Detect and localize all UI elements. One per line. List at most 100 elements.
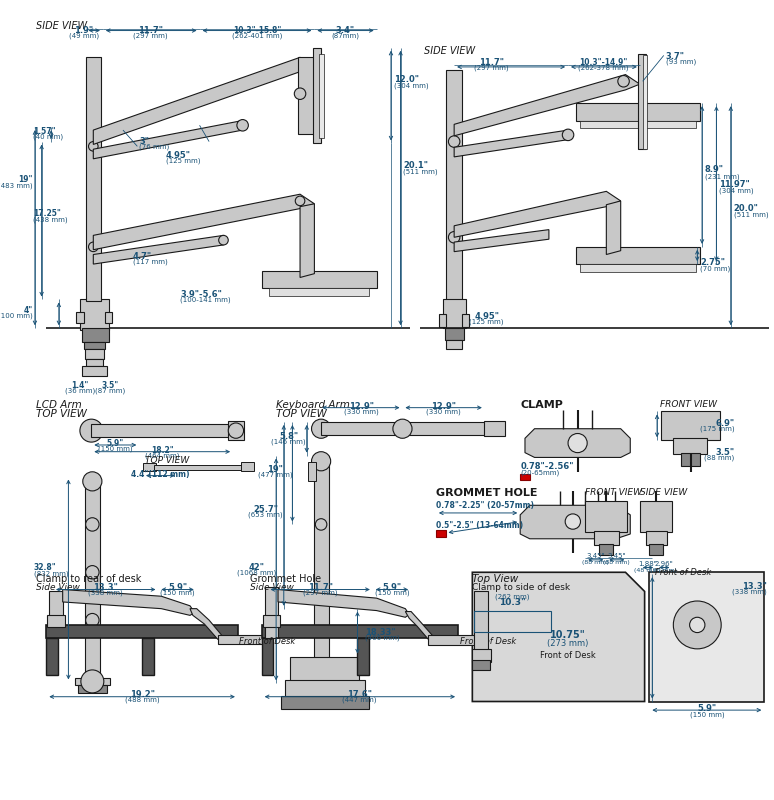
Text: 18.2": 18.2" xyxy=(151,446,173,455)
Text: (88 mm): (88 mm) xyxy=(582,560,609,565)
Bar xyxy=(262,638,273,674)
Text: Front of Desk: Front of Desk xyxy=(239,638,295,646)
Bar xyxy=(262,270,377,288)
Circle shape xyxy=(294,88,306,99)
Text: 1.9": 1.9" xyxy=(74,26,94,34)
Bar xyxy=(402,422,487,435)
Text: 10.3": 10.3" xyxy=(499,598,526,606)
Text: 12.9": 12.9" xyxy=(431,402,456,411)
Bar xyxy=(576,247,700,264)
Bar xyxy=(80,299,108,330)
Bar xyxy=(78,686,107,693)
Text: SIDE VIEW: SIDE VIEW xyxy=(424,46,475,56)
Polygon shape xyxy=(94,194,314,250)
Text: 3.5": 3.5" xyxy=(102,381,119,390)
Text: (87 mm): (87 mm) xyxy=(95,387,125,394)
Text: (150 mm): (150 mm) xyxy=(98,446,132,453)
Bar xyxy=(428,635,476,645)
Text: (1068 mm): (1068 mm) xyxy=(238,570,276,576)
Text: (48 mm): (48 mm) xyxy=(634,567,661,573)
Bar xyxy=(585,502,628,532)
Text: (150 mm): (150 mm) xyxy=(160,590,195,596)
Bar xyxy=(649,572,764,702)
Text: 1.4": 1.4" xyxy=(71,381,88,390)
Text: (653 mm): (653 mm) xyxy=(248,512,283,518)
Text: 13.3": 13.3" xyxy=(742,582,767,591)
Bar xyxy=(290,657,359,683)
Text: (88 mm): (88 mm) xyxy=(604,560,630,565)
Bar xyxy=(228,421,244,440)
Bar xyxy=(358,638,369,674)
Text: TOP VIEW: TOP VIEW xyxy=(276,409,327,418)
Text: 3.4": 3.4" xyxy=(335,26,354,34)
Bar xyxy=(321,422,402,435)
Text: (125 mm): (125 mm) xyxy=(166,158,200,164)
Text: Top View: Top View xyxy=(472,574,519,584)
Text: 12.0": 12.0" xyxy=(394,74,419,83)
Text: (483 mm): (483 mm) xyxy=(0,182,33,190)
Text: (262-401 mm): (262-401 mm) xyxy=(231,33,283,39)
Polygon shape xyxy=(94,121,242,158)
Text: Side View: Side View xyxy=(36,583,80,592)
Bar xyxy=(439,314,447,327)
Text: Clamp to side of desk: Clamp to side of desk xyxy=(472,583,570,592)
Bar xyxy=(598,543,613,555)
Text: 25.7": 25.7" xyxy=(253,506,278,514)
Bar xyxy=(576,103,700,121)
Bar xyxy=(262,625,458,638)
Text: (75 mm): (75 mm) xyxy=(650,567,677,573)
Text: Front of Desk: Front of Desk xyxy=(540,650,596,660)
Text: (117 mm): (117 mm) xyxy=(132,258,167,265)
Text: 17.25": 17.25" xyxy=(33,209,61,218)
Circle shape xyxy=(448,136,460,147)
Text: 2.75": 2.75" xyxy=(700,258,725,267)
Bar xyxy=(265,586,278,638)
Text: (100 mm): (100 mm) xyxy=(0,313,33,319)
Text: (297 mm): (297 mm) xyxy=(303,590,337,596)
Bar xyxy=(443,299,466,328)
Text: 32.8": 32.8" xyxy=(34,562,57,572)
Text: 3.7": 3.7" xyxy=(666,51,685,61)
Text: TOP VIEW: TOP VIEW xyxy=(36,409,87,418)
Bar xyxy=(82,328,108,342)
Text: 20.1": 20.1" xyxy=(403,161,429,170)
Bar xyxy=(75,678,110,686)
Bar xyxy=(84,350,104,359)
Text: 11.97": 11.97" xyxy=(719,180,750,189)
Circle shape xyxy=(568,434,587,453)
Polygon shape xyxy=(454,74,640,136)
Bar xyxy=(91,424,233,438)
Text: 12.9": 12.9" xyxy=(349,402,374,411)
Polygon shape xyxy=(278,590,409,618)
Bar xyxy=(86,359,103,366)
Bar xyxy=(46,638,58,674)
Text: Front of Desk: Front of Desk xyxy=(655,569,711,578)
Text: (231 mm): (231 mm) xyxy=(705,173,739,180)
Polygon shape xyxy=(190,609,224,639)
Circle shape xyxy=(86,518,99,531)
Text: Grommet Hole: Grommet Hole xyxy=(250,574,321,584)
Text: 4.7": 4.7" xyxy=(132,252,152,261)
Text: 10.3"-14.9": 10.3"-14.9" xyxy=(579,58,628,67)
Bar xyxy=(285,681,365,698)
Text: 11.7": 11.7" xyxy=(479,58,504,67)
Bar xyxy=(262,615,280,627)
Bar xyxy=(580,121,697,128)
Text: 0.5"-2.5" (13-64mm): 0.5"-2.5" (13-64mm) xyxy=(436,521,523,530)
Text: (330 mm): (330 mm) xyxy=(426,409,461,415)
Text: 3.45": 3.45" xyxy=(608,553,626,559)
Text: (36 mm): (36 mm) xyxy=(65,387,95,394)
Bar xyxy=(474,610,551,632)
Bar xyxy=(217,634,265,644)
Text: TOP VIEW: TOP VIEW xyxy=(145,455,189,465)
Text: 3.5": 3.5" xyxy=(715,448,735,457)
Text: 6.9": 6.9" xyxy=(715,419,735,428)
Circle shape xyxy=(295,196,305,206)
Circle shape xyxy=(311,419,330,438)
Text: GROMMET HOLE: GROMMET HOLE xyxy=(436,488,537,498)
Text: 4": 4" xyxy=(24,306,33,315)
Text: 5.9": 5.9" xyxy=(107,439,124,448)
Text: (93 mm): (93 mm) xyxy=(666,58,696,65)
Text: 19": 19" xyxy=(19,175,33,184)
Polygon shape xyxy=(63,590,195,615)
